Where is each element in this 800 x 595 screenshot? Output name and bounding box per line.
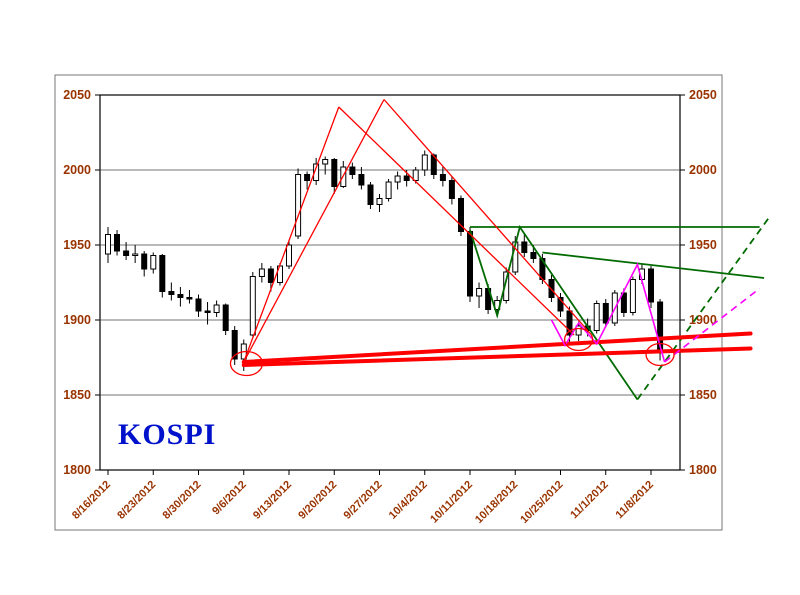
candle-body <box>249 276 256 336</box>
candle-body <box>458 198 464 232</box>
gridlines <box>100 169 680 396</box>
candle-body <box>566 310 573 336</box>
svg-text:10/4/2012: 10/4/2012 <box>387 479 430 522</box>
green-annotation-lines <box>469 217 770 401</box>
candle-body <box>195 298 202 312</box>
candle-body <box>602 303 609 324</box>
candle-body <box>304 174 311 181</box>
candle-body <box>530 252 537 259</box>
svg-text:9/6/2012: 9/6/2012 <box>210 479 249 518</box>
candle-body <box>593 303 600 331</box>
candle-body <box>421 154 428 171</box>
candle-body <box>267 268 274 283</box>
svg-text:10/18/2012: 10/18/2012 <box>473 479 520 526</box>
candle-body <box>331 159 338 187</box>
svg-text:10/11/2012: 10/11/2012 <box>428 479 475 526</box>
candle-body <box>376 198 383 205</box>
svg-text:1800: 1800 <box>689 463 717 477</box>
candle-body <box>385 181 392 199</box>
candle-body <box>503 271 510 301</box>
magenta-annotation-lines <box>550 262 761 363</box>
candle-body <box>629 279 636 313</box>
candle-body <box>403 175 410 181</box>
svg-text:1800: 1800 <box>63 463 91 477</box>
svg-text:1950: 1950 <box>689 238 717 252</box>
svg-text:1900: 1900 <box>689 313 717 327</box>
candle-body <box>295 174 302 237</box>
candle-body <box>258 268 265 277</box>
svg-text:2050: 2050 <box>63 88 91 102</box>
candle-body <box>476 288 483 297</box>
candle-body <box>557 297 564 312</box>
svg-text:9/20/2012: 9/20/2012 <box>296 479 339 522</box>
svg-text:8/23/2012: 8/23/2012 <box>115 479 158 522</box>
candle-body <box>521 241 528 253</box>
red-trendlines-thin <box>243 99 589 363</box>
candle-body <box>322 159 329 165</box>
svg-text:9/27/2012: 9/27/2012 <box>342 479 385 522</box>
svg-text:1850: 1850 <box>63 388 91 402</box>
candle-body <box>548 279 555 298</box>
candle-body <box>132 253 139 256</box>
highlight-circles <box>229 327 675 377</box>
candle-body <box>575 325 582 336</box>
candles-group <box>105 150 664 371</box>
svg-text:2000: 2000 <box>689 163 717 177</box>
candle-body <box>231 330 238 360</box>
candle-body <box>141 253 148 270</box>
svg-text:1900: 1900 <box>63 313 91 327</box>
candle-body <box>394 175 401 183</box>
candle-body <box>114 234 120 252</box>
candle-body <box>222 304 229 331</box>
svg-text:8/16/2012: 8/16/2012 <box>70 479 113 522</box>
candle-body <box>367 184 374 205</box>
candle-body <box>620 292 627 313</box>
svg-text:1950: 1950 <box>63 238 91 252</box>
candle-body <box>648 268 654 303</box>
svg-text:9/13/2012: 9/13/2012 <box>251 479 294 522</box>
y-axis-labels: 1800 1800 1850 1850 1900 1900 1950 1950 2000 2000… <box>63 88 717 477</box>
svg-text:11/1/2012: 11/1/2012 <box>568 479 611 522</box>
x-axis-labels: 8/16/2012 8/23/2012 8/30/2012 9/6/2012 9/13/… <box>70 470 656 526</box>
candle-body <box>123 250 130 256</box>
svg-text:11/8/2012: 11/8/2012 <box>613 479 656 522</box>
outer-frame <box>54 74 723 531</box>
candle-body <box>177 294 184 298</box>
candle-body <box>150 255 157 270</box>
candle-body <box>439 174 446 181</box>
candle-body <box>467 231 473 297</box>
candle-body <box>159 255 166 292</box>
candle-body <box>286 244 292 267</box>
svg-text:10/25/2012: 10/25/2012 <box>518 479 565 526</box>
candle-body <box>168 291 175 295</box>
candle-body <box>204 310 211 313</box>
candle-body <box>349 166 356 175</box>
svg-text:1850: 1850 <box>689 388 717 402</box>
chart-title-kospi: KOSPI <box>118 418 217 451</box>
candle-body <box>105 234 111 255</box>
red-trendlines-thick <box>241 331 753 367</box>
candle-body <box>213 304 220 313</box>
svg-text:8/30/2012: 8/30/2012 <box>161 479 204 522</box>
candle-body <box>358 174 365 186</box>
candle-body <box>448 180 455 199</box>
svg-text:2050: 2050 <box>689 88 717 102</box>
svg-text:2000: 2000 <box>63 163 91 177</box>
candle-body <box>186 297 193 300</box>
candle-body <box>313 163 320 181</box>
candle-body <box>412 169 419 181</box>
plot-area-border <box>99 94 681 471</box>
